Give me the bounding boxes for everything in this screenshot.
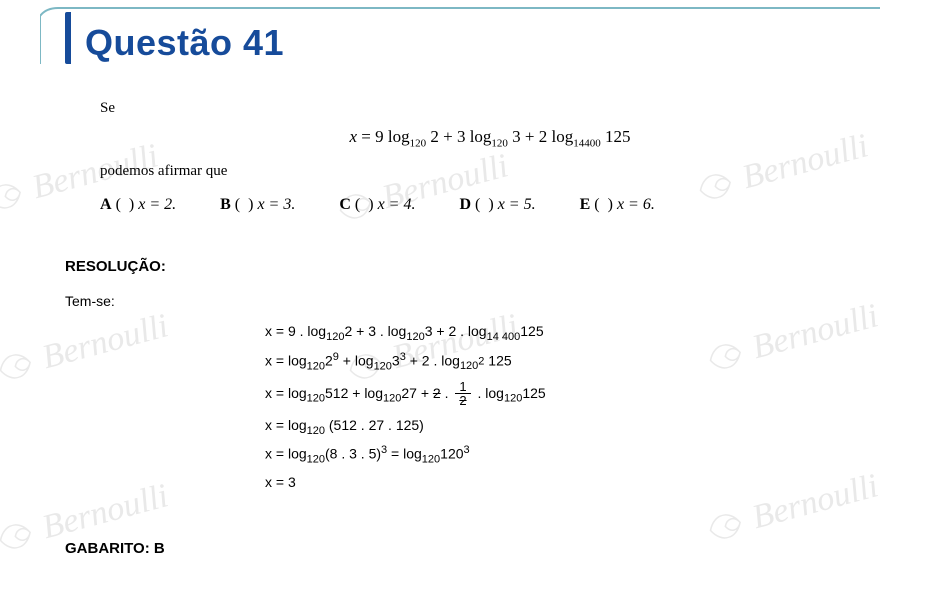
option-b: B ( ) x = 3. bbox=[220, 196, 295, 214]
option-b-text: x = 3. bbox=[257, 196, 295, 213]
resolution-block: RESOLUÇÃO: Tem-se: x = 9 . log1202 + 3 .… bbox=[65, 258, 885, 498]
resolution-step-3: x = log120512 + log12027 + 2 . 12 . log1… bbox=[265, 380, 885, 408]
question-se: Se bbox=[100, 100, 880, 117]
question-header: Questão 41 bbox=[65, 12, 284, 64]
option-c: C ( ) x = 4. bbox=[339, 196, 415, 214]
question-title: Questão 41 bbox=[85, 22, 284, 64]
question-block: Se x = 9 log120 2 + 3 log120 3 + 2 log14… bbox=[100, 100, 880, 214]
resolution-intro: Tem-se: bbox=[65, 293, 885, 309]
answer-key: GABARITO: B bbox=[65, 540, 165, 557]
header-bar bbox=[65, 12, 71, 64]
question-afirm: podemos afirmar que bbox=[100, 163, 880, 180]
resolution-steps: x = 9 . log1202 + 3 . log1203 + 2 . log1… bbox=[265, 323, 885, 490]
resolution-step-4: x = log120 (512 . 27 . 125) bbox=[265, 417, 885, 437]
resolution-step-2: x = log12029 + log12033 + 2 . log1202 12… bbox=[265, 351, 885, 372]
option-d-text: x = 5. bbox=[498, 196, 536, 213]
option-a: A ( ) x = 2. bbox=[100, 196, 176, 214]
option-a-text: x = 2. bbox=[138, 196, 176, 213]
question-equation: x = 9 log120 2 + 3 log120 3 + 2 log14400… bbox=[100, 127, 880, 149]
resolution-step-6: x = 3 bbox=[265, 474, 885, 490]
option-c-text: x = 4. bbox=[378, 196, 416, 213]
question-options: A ( ) x = 2. B ( ) x = 3. C ( ) x = 4. D… bbox=[100, 196, 880, 214]
option-d: D ( ) x = 5. bbox=[459, 196, 535, 214]
option-e: E ( ) x = 6. bbox=[580, 196, 655, 214]
resolution-step-1: x = 9 . log1202 + 3 . log1203 + 2 . log1… bbox=[265, 323, 885, 343]
option-e-text: x = 6. bbox=[617, 196, 655, 213]
resolution-title: RESOLUÇÃO: bbox=[65, 258, 885, 275]
resolution-step-5: x = log120(8 . 3 . 5)3 = log1201203 bbox=[265, 444, 885, 465]
